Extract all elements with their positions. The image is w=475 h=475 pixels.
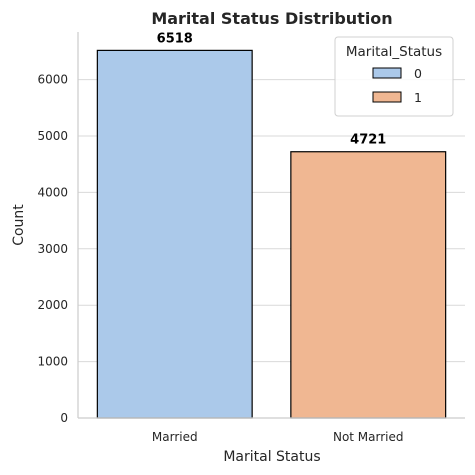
y-tick-label: 5000 [37,129,68,143]
legend-swatch-1 [372,91,402,103]
data-label: 4721 [350,133,386,148]
x-tick-labels: Married Not Married [152,430,404,444]
data-labels: 6518 4721 [157,31,387,147]
legend-title: Marital_Status [346,44,442,60]
bar-married [96,49,253,419]
data-label: 6518 [157,31,193,46]
chart-title: Marital Status Distribution [151,9,392,28]
y-tick-label: 2000 [37,298,68,312]
bar-not-married [290,151,447,419]
x-tick-label: Married [152,430,198,444]
legend-label-0: 0 [414,66,422,81]
x-axis-label: Marital Status [223,449,320,465]
y-tick-label: 4000 [37,185,68,199]
y-tick-label: 0 [60,411,68,425]
legend: Marital_Status 0 1 [334,36,454,117]
y-tick-labels: 0 1000 2000 3000 4000 5000 6000 [37,73,68,425]
y-tick-label: 6000 [37,73,68,87]
y-axis-label: Count [11,204,27,246]
y-tick-label: 1000 [37,355,68,369]
legend-label-1: 1 [414,90,422,105]
x-tick-label: Not Married [333,430,404,444]
y-tick-label: 3000 [37,242,68,256]
legend-swatch-0 [372,67,402,79]
